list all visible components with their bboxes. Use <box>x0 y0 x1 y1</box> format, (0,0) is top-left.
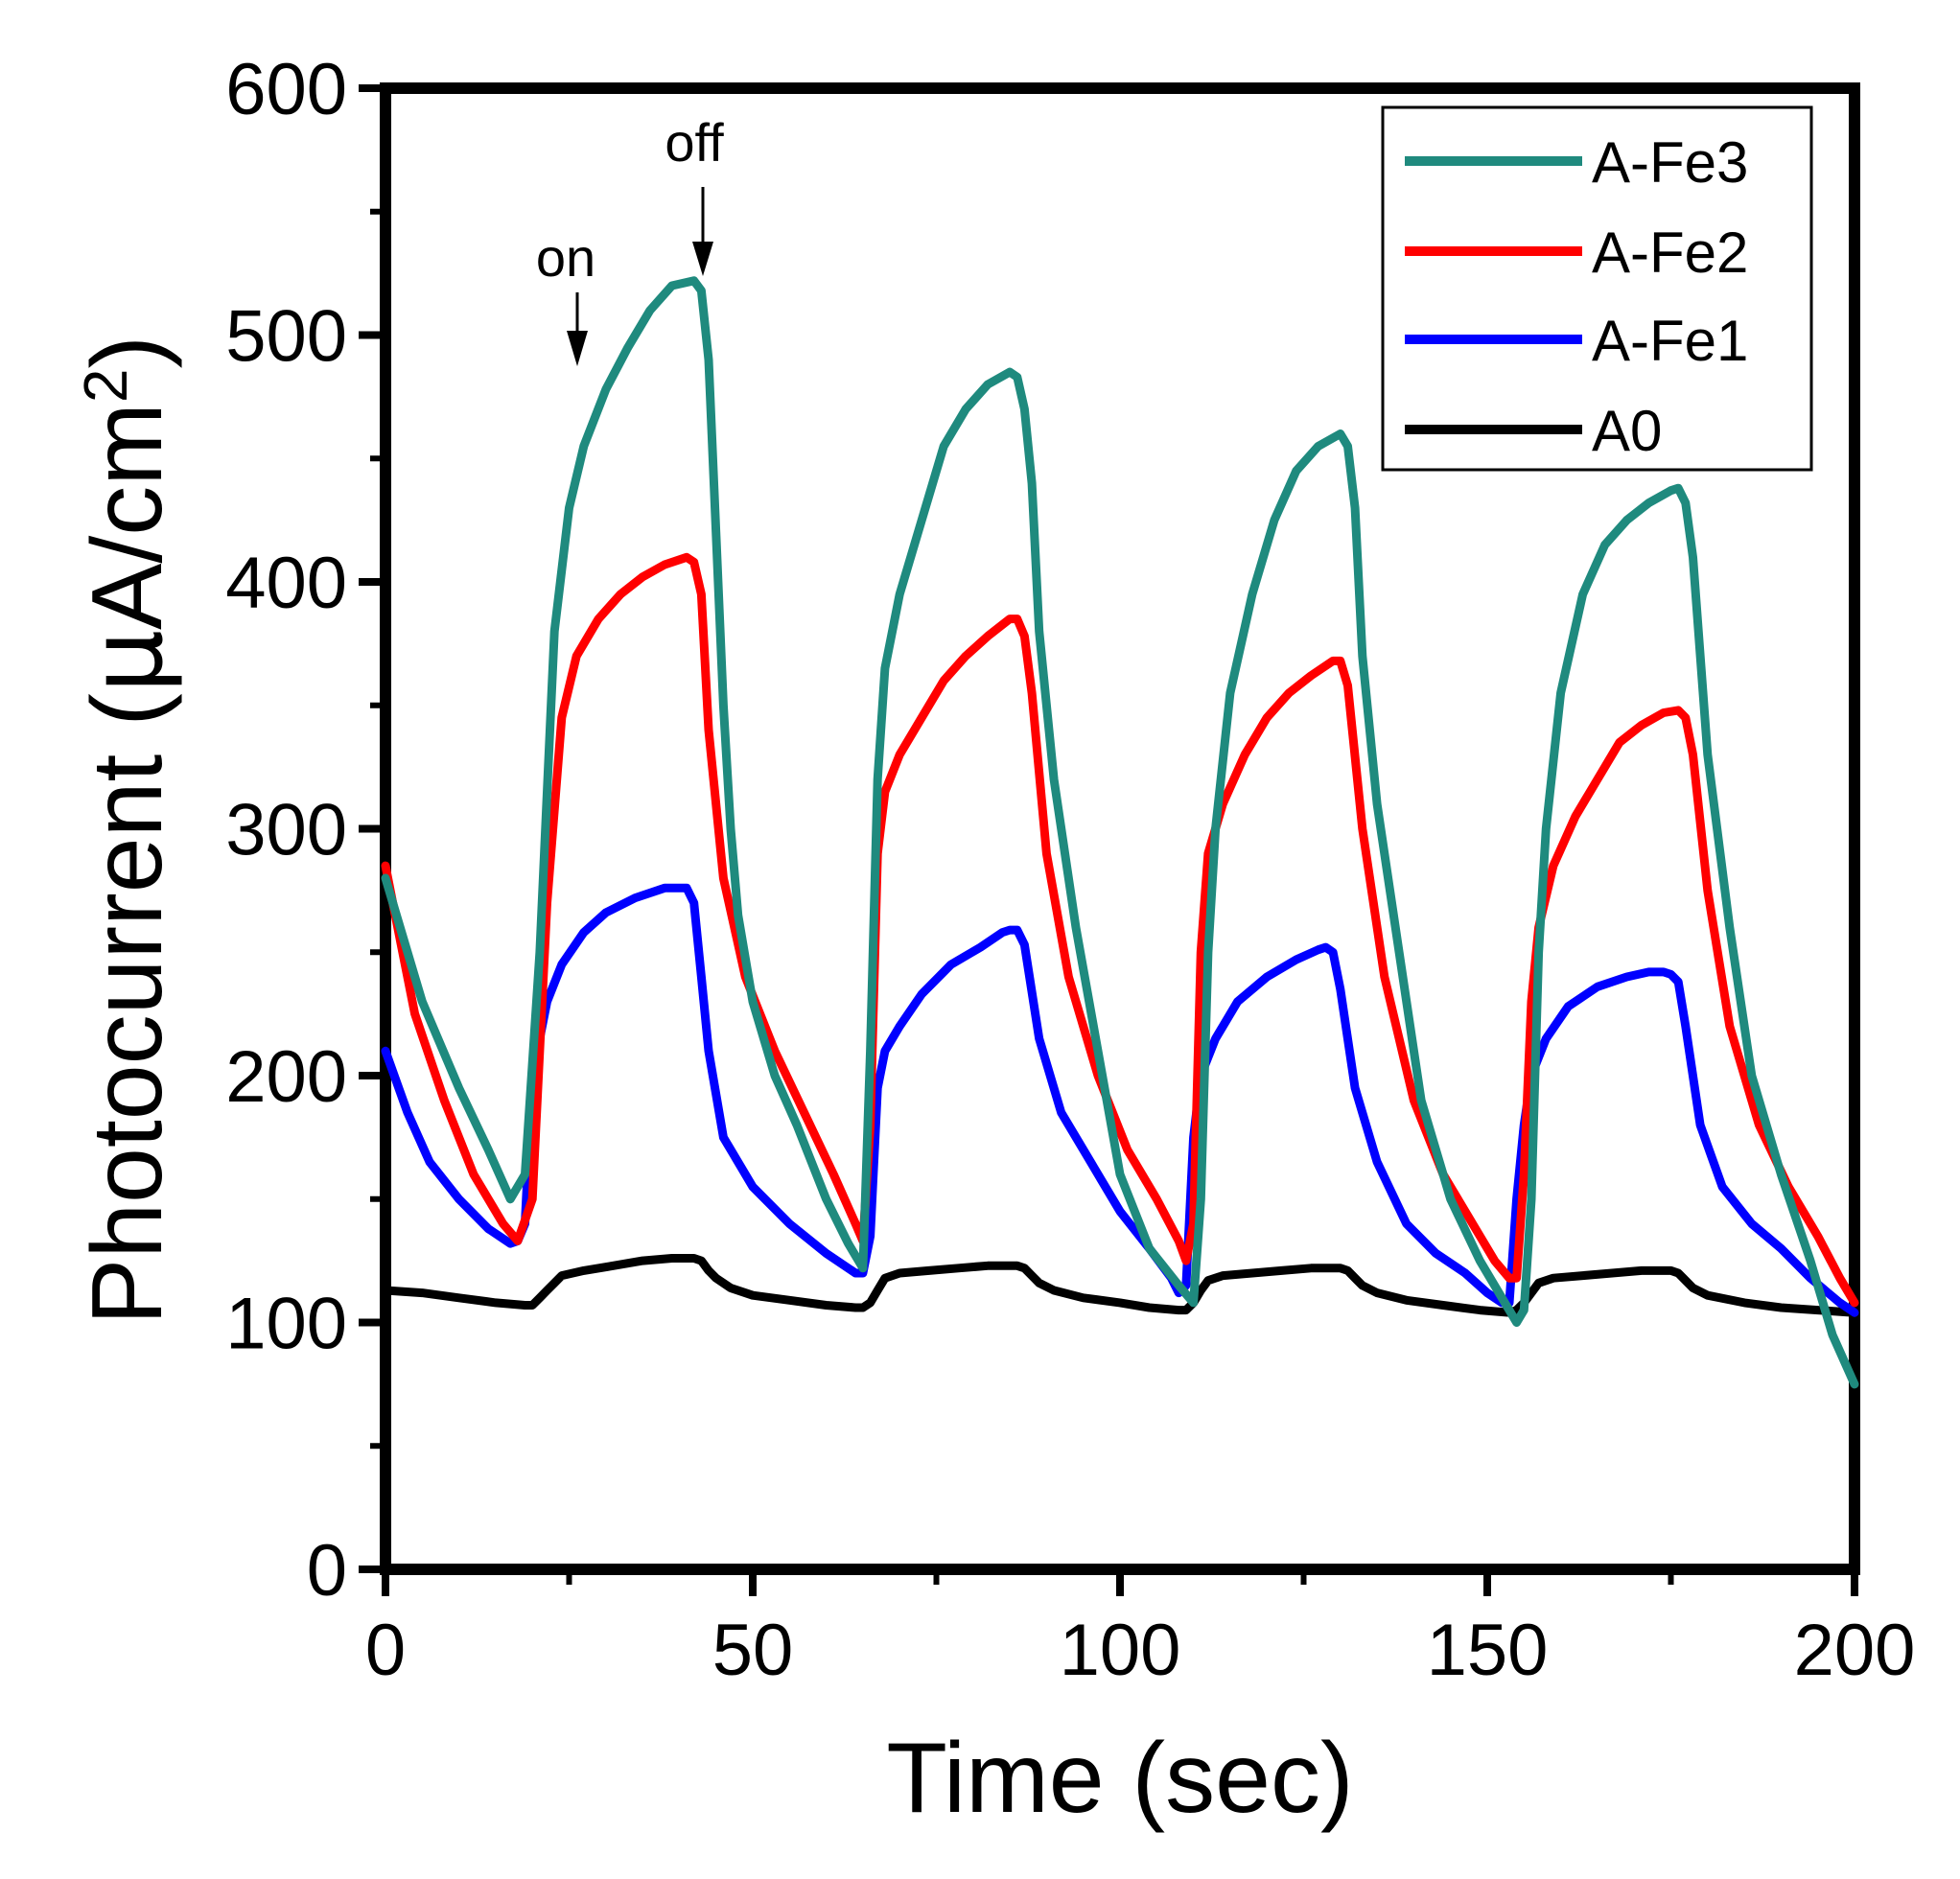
annotation-on-label: on <box>536 227 595 288</box>
series-lines <box>381 276 1859 1389</box>
y-tick-label: 500 <box>225 296 347 378</box>
series-line-a-fe3 <box>381 276 1859 1389</box>
x-tick-label: 100 <box>1060 1610 1181 1691</box>
y-tick-label: 400 <box>225 543 347 624</box>
legend-item-a-fe1: A-Fe1 <box>1405 309 1748 373</box>
y-tick-label: 300 <box>225 790 347 871</box>
y-axis-title-close: ) <box>72 336 183 369</box>
annotation-off-arrow-head <box>692 242 713 276</box>
y-axis-title-sup: 2 <box>71 368 140 403</box>
x-tick-label: 50 <box>712 1610 794 1691</box>
legend-label-a-fe1: A-Fe1 <box>1592 309 1748 373</box>
x-tick-label: 200 <box>1794 1610 1916 1691</box>
y-tick-label: 600 <box>225 49 347 130</box>
series-line-a0 <box>381 1254 1859 1317</box>
annotation-off: off <box>665 112 724 276</box>
y-axis-title-mu: μ <box>68 630 185 693</box>
legend-box <box>1381 105 1813 472</box>
x-tick-label: 0 <box>365 1610 406 1691</box>
legend-label-a0: A0 <box>1592 399 1662 463</box>
annotation-on: on <box>536 227 595 366</box>
legend: A-Fe3 A-Fe2 A-Fe1 A0 <box>1381 105 1813 472</box>
annotation-on-arrow-head <box>567 331 588 366</box>
y-tick-label: 0 <box>307 1530 347 1612</box>
legend-label-a-fe2: A-Fe2 <box>1592 220 1748 285</box>
y-axis-title: Photocurrent (μA/cm2) <box>68 336 185 1325</box>
series-line-a-fe2 <box>381 552 1859 1308</box>
y-tick-label: 100 <box>225 1284 347 1365</box>
y-tick-labels: 0 100 200 300 400 500 600 <box>225 49 347 1612</box>
x-axis-title: Time (sec) <box>886 1723 1353 1834</box>
legend-item-a-fe3: A-Fe3 <box>1405 130 1748 195</box>
x-tick-labels: 0 50 100 150 200 <box>365 1610 1916 1691</box>
y-axis-title-unit: A/cm <box>72 403 183 630</box>
legend-item-a0: A0 <box>1405 399 1662 463</box>
x-tick-label: 150 <box>1427 1610 1549 1691</box>
axis-ticks <box>359 84 1858 1596</box>
annotation-off-label: off <box>665 112 724 173</box>
legend-item-a-fe2: A-Fe2 <box>1405 220 1748 285</box>
y-tick-label: 200 <box>225 1036 347 1118</box>
series-line-a-fe1 <box>381 883 1859 1317</box>
y-axis-title-main: Photocurrent ( <box>72 693 183 1325</box>
legend-label-a-fe3: A-Fe3 <box>1592 130 1748 195</box>
